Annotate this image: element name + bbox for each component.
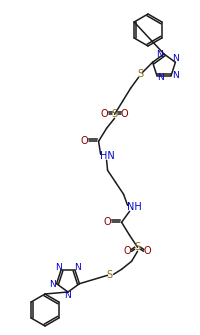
Text: N: N xyxy=(55,263,62,272)
Text: S: S xyxy=(134,242,140,252)
Text: O: O xyxy=(120,109,128,119)
Text: O: O xyxy=(143,246,151,256)
Text: N: N xyxy=(157,73,164,82)
Text: NH: NH xyxy=(127,202,141,212)
Text: N: N xyxy=(64,291,71,300)
Text: N: N xyxy=(74,263,80,272)
Text: O: O xyxy=(123,246,131,256)
Text: HN: HN xyxy=(100,151,114,161)
Text: O: O xyxy=(80,136,88,146)
Text: O: O xyxy=(100,109,108,119)
Text: N: N xyxy=(171,71,178,80)
Text: N: N xyxy=(156,50,163,59)
Text: O: O xyxy=(103,217,111,227)
Text: S: S xyxy=(137,69,143,79)
Text: N: N xyxy=(49,280,56,289)
Text: S: S xyxy=(106,270,112,280)
Text: S: S xyxy=(111,109,117,119)
Text: N: N xyxy=(171,54,178,63)
